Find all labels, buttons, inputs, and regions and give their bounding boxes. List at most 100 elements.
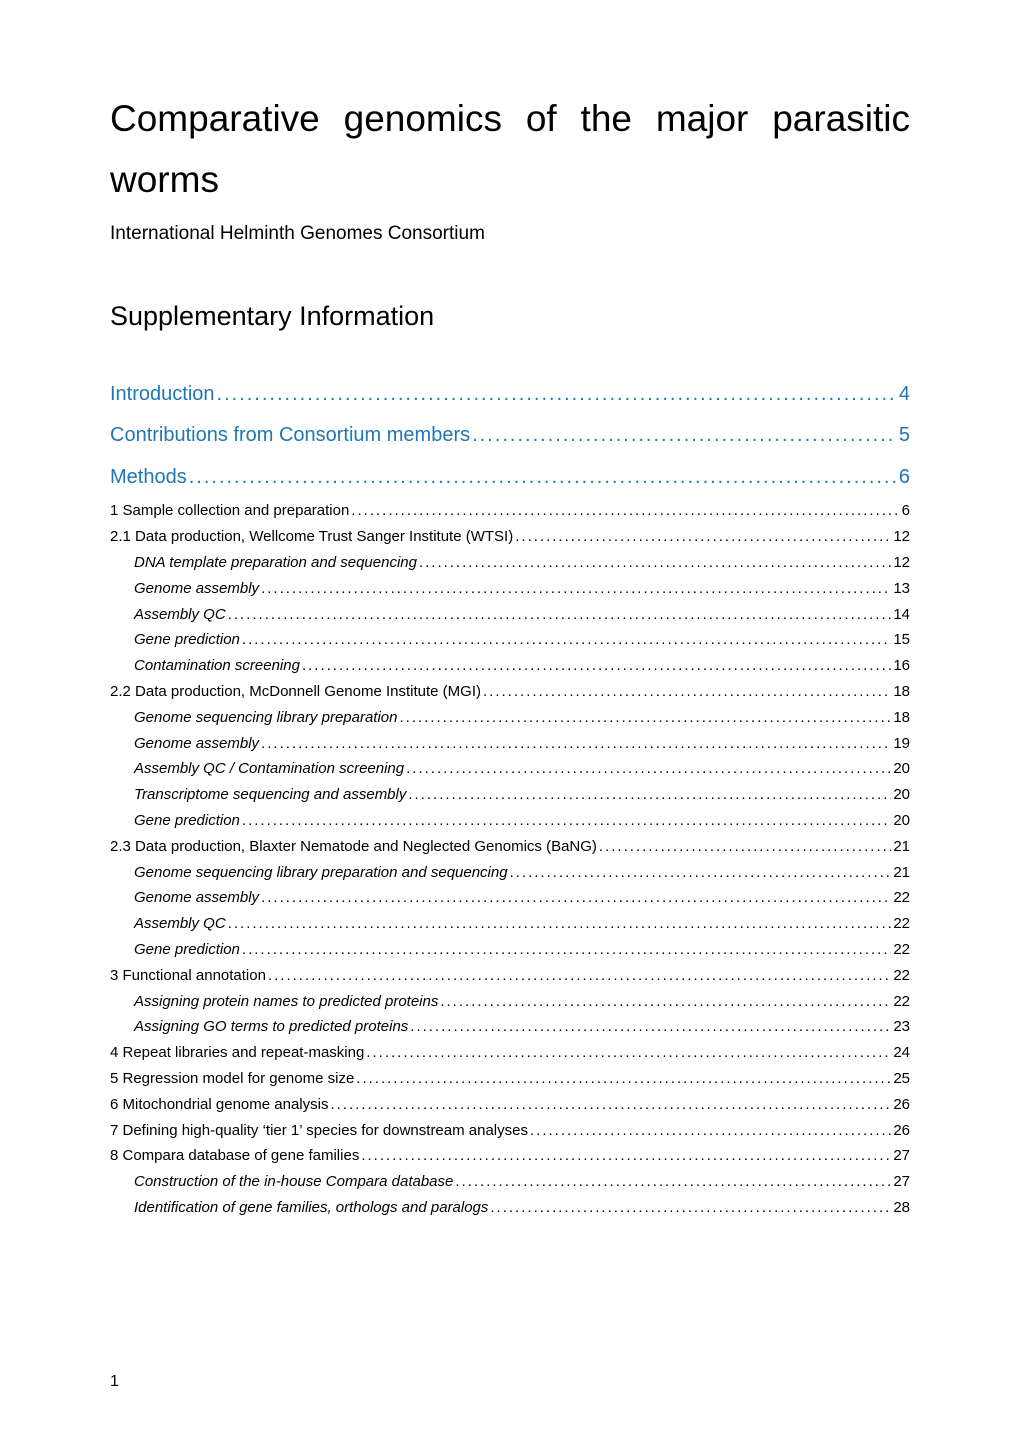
- toc-entry-label[interactable]: 5 Regression model for genome size: [110, 1066, 354, 1092]
- toc-entry-label[interactable]: Gene prediction: [134, 627, 240, 653]
- toc-entry-label[interactable]: 7 Defining high-quality ‘tier 1’ species…: [110, 1118, 528, 1144]
- toc-entry: Assigning protein names to predicted pro…: [110, 989, 910, 1015]
- toc-entry-label[interactable]: Gene prediction: [134, 808, 240, 834]
- toc-entry-page[interactable]: 20: [893, 756, 910, 782]
- toc-entry: Genome assembly 22: [110, 885, 910, 911]
- toc-leader-dots: [228, 911, 892, 937]
- toc-entry-label[interactable]: Gene prediction: [134, 937, 240, 963]
- toc-leader-dots: [406, 756, 891, 782]
- toc-entry-page[interactable]: 18: [893, 679, 910, 705]
- toc-entry-page[interactable]: 20: [893, 808, 910, 834]
- toc-entry-page[interactable]: 28: [893, 1195, 910, 1221]
- toc-entry: Genome assembly 13: [110, 576, 910, 602]
- toc-leader-dots: [599, 834, 891, 860]
- toc-entry-label[interactable]: Transcriptome sequencing and assembly: [134, 782, 406, 808]
- toc-entry-page[interactable]: 21: [893, 860, 910, 886]
- toc-entry-page[interactable]: 22: [893, 911, 910, 937]
- toc-entry-page[interactable]: 24: [893, 1040, 910, 1066]
- toc-entry-page[interactable]: 20: [893, 782, 910, 808]
- toc-entry: 5 Regression model for genome size 25: [110, 1066, 910, 1092]
- toc-entry-label[interactable]: Assigning GO terms to predicted proteins: [134, 1014, 408, 1040]
- toc-entry-page[interactable]: 12: [893, 524, 910, 550]
- toc-leader-dots: [366, 1040, 891, 1066]
- toc-entry: Assembly QC 14: [110, 602, 910, 628]
- toc-leader-dots: [242, 937, 891, 963]
- toc-entry-page[interactable]: 14: [893, 602, 910, 628]
- toc-entry-label[interactable]: Contributions from Consortium members: [110, 415, 470, 457]
- toc-entry-label[interactable]: 1 Sample collection and preparation: [110, 498, 349, 524]
- toc-leader-dots: [455, 1169, 891, 1195]
- toc-entry-page[interactable]: 15: [893, 627, 910, 653]
- toc-entry-label[interactable]: Introduction: [110, 374, 215, 416]
- toc-entry-page[interactable]: 12: [893, 550, 910, 576]
- toc-entry-label[interactable]: DNA template preparation and sequencing: [134, 550, 417, 576]
- toc-entry-label[interactable]: Assembly QC / Contamination screening: [134, 756, 404, 782]
- supplementary-heading: Supplementary Information: [110, 301, 910, 332]
- toc-entry-label[interactable]: 4 Repeat libraries and repeat-masking: [110, 1040, 364, 1066]
- toc-leader-dots: [410, 1014, 891, 1040]
- toc-entry-page[interactable]: 27: [893, 1169, 910, 1195]
- toc-leader-dots: [189, 457, 897, 499]
- toc-entry-page[interactable]: 19: [893, 731, 910, 757]
- toc-entry-label[interactable]: Genome assembly: [134, 885, 259, 911]
- toc-entry: Genome sequencing library preparation 18: [110, 705, 910, 731]
- page-number: 1: [110, 1373, 119, 1391]
- toc-leader-dots: [483, 679, 891, 705]
- document-title-line1: Comparative genomics of the major parasi…: [110, 90, 910, 147]
- toc-leader-dots: [510, 860, 892, 886]
- toc-entry: 2.1 Data production, Wellcome Trust Sang…: [110, 524, 910, 550]
- toc-entry-page[interactable]: 27: [893, 1143, 910, 1169]
- toc-entry-page[interactable]: 18: [893, 705, 910, 731]
- toc-entry-label[interactable]: Genome sequencing library preparation: [134, 705, 398, 731]
- toc-leader-dots: [261, 885, 891, 911]
- toc-entry-page[interactable]: 26: [893, 1092, 910, 1118]
- toc-entry: Genome sequencing library preparation an…: [110, 860, 910, 886]
- toc-entry-page[interactable]: 16: [893, 653, 910, 679]
- toc-leader-dots: [400, 705, 892, 731]
- toc-entry-label[interactable]: Assigning protein names to predicted pro…: [134, 989, 438, 1015]
- toc-leader-dots: [408, 782, 891, 808]
- toc-entry-page[interactable]: 25: [893, 1066, 910, 1092]
- toc-entry-page[interactable]: 22: [893, 963, 910, 989]
- toc-entry-label[interactable]: Identification of gene families, ortholo…: [134, 1195, 488, 1221]
- toc-entry-label[interactable]: 8 Compara database of gene families: [110, 1143, 359, 1169]
- toc-leader-dots: [472, 415, 897, 457]
- toc-entry-page[interactable]: 6: [899, 457, 910, 499]
- toc-entry-label[interactable]: Construction of the in-house Compara dat…: [134, 1169, 453, 1195]
- toc-entry-label[interactable]: 2.3 Data production, Blaxter Nematode an…: [110, 834, 597, 860]
- toc-entry: Transcriptome sequencing and assembly 20: [110, 782, 910, 808]
- toc-entry-page[interactable]: 23: [893, 1014, 910, 1040]
- toc-entry-label[interactable]: Genome assembly: [134, 731, 259, 757]
- toc-entry: Contamination screening 16: [110, 653, 910, 679]
- document-page: Comparative genomics of the major parasi…: [0, 0, 1020, 1441]
- toc-entry: Assigning GO terms to predicted proteins…: [110, 1014, 910, 1040]
- document-subtitle: International Helminth Genomes Consortiu…: [110, 223, 910, 245]
- toc-leader-dots: [530, 1118, 891, 1144]
- toc-entry-page[interactable]: 22: [893, 885, 910, 911]
- toc-entry-label[interactable]: 2.2 Data production, McDonnell Genome In…: [110, 679, 481, 705]
- toc-entry-page[interactable]: 21: [893, 834, 910, 860]
- toc-entry-label[interactable]: 3 Functional annotation: [110, 963, 266, 989]
- toc-leader-dots: [228, 602, 892, 628]
- toc-entry: DNA template preparation and sequencing …: [110, 550, 910, 576]
- toc-entry-page[interactable]: 13: [893, 576, 910, 602]
- toc-entry-label[interactable]: Genome assembly: [134, 576, 259, 602]
- toc-entry-label[interactable]: 2.1 Data production, Wellcome Trust Sang…: [110, 524, 513, 550]
- toc-entry-label[interactable]: Methods: [110, 457, 187, 499]
- toc-leader-dots: [515, 524, 891, 550]
- toc-entry-label[interactable]: 6 Mitochondrial genome analysis: [110, 1092, 328, 1118]
- toc-entry-page[interactable]: 22: [893, 937, 910, 963]
- toc-entry: Gene prediction 15: [110, 627, 910, 653]
- toc-entry-label[interactable]: Genome sequencing library preparation an…: [134, 860, 508, 886]
- toc-entry-label[interactable]: Assembly QC: [134, 602, 226, 628]
- toc-entry-label[interactable]: Contamination screening: [134, 653, 300, 679]
- toc-entry-label[interactable]: Assembly QC: [134, 911, 226, 937]
- toc-entry: 2.2 Data production, McDonnell Genome In…: [110, 679, 910, 705]
- toc-entry-page[interactable]: 6: [902, 498, 910, 524]
- toc-entry-page[interactable]: 4: [899, 374, 910, 416]
- toc-leader-dots: [302, 653, 891, 679]
- toc-entry-page[interactable]: 22: [893, 989, 910, 1015]
- toc-leader-dots: [242, 808, 891, 834]
- toc-entry-page[interactable]: 5: [899, 415, 910, 457]
- toc-entry-page[interactable]: 26: [893, 1118, 910, 1144]
